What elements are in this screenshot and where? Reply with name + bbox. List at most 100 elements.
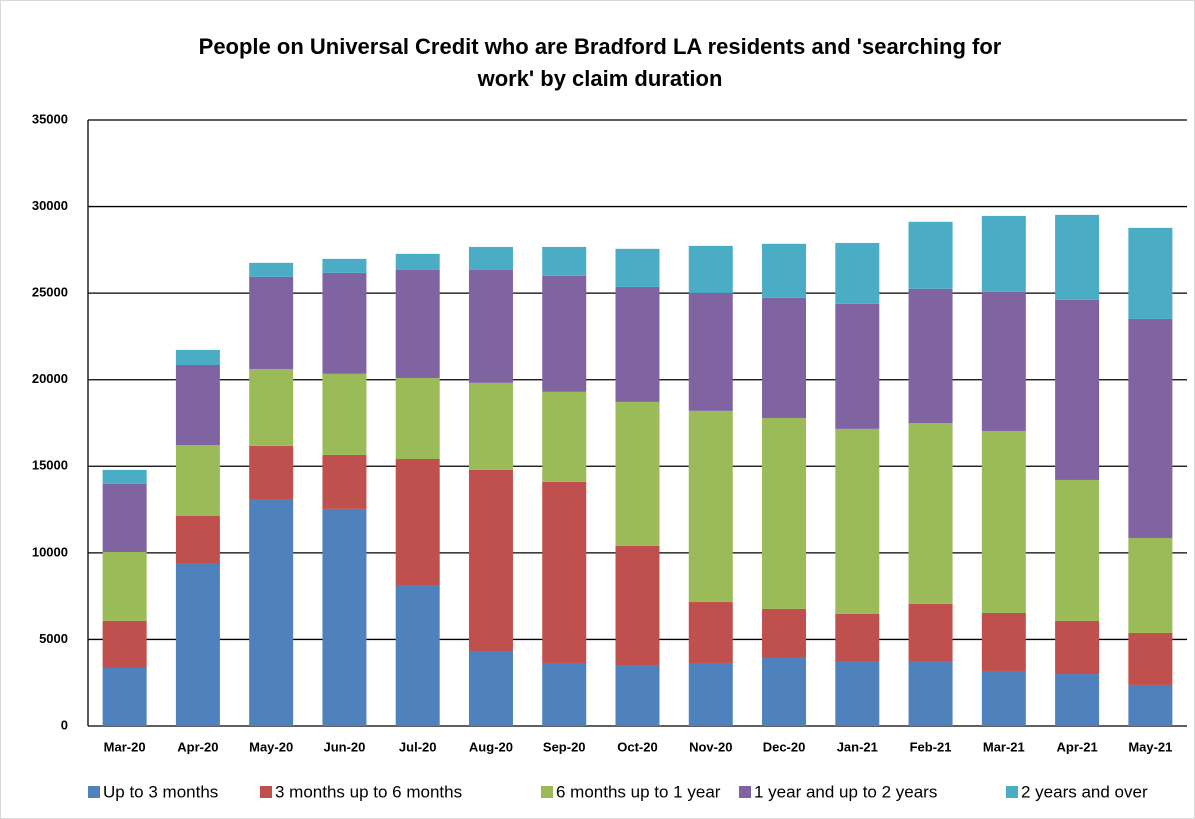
bar-segment <box>908 288 953 423</box>
x-tick-label: Nov-20 <box>689 739 732 754</box>
bar-segment <box>908 423 953 604</box>
bar-segment <box>835 242 880 304</box>
legend-swatch <box>88 786 100 798</box>
x-tick-label: Jun-20 <box>323 739 365 754</box>
bar-segment <box>175 349 220 365</box>
bar-segment <box>835 428 880 614</box>
bar-segment <box>835 613 880 662</box>
bar-segment <box>395 459 440 586</box>
bar-segment <box>542 391 587 482</box>
x-tick-label: Jul-20 <box>399 739 437 754</box>
bar-segment <box>1128 537 1173 634</box>
x-tick-label: Jan-21 <box>837 739 878 754</box>
x-tick-label: Oct-20 <box>617 739 657 754</box>
bar-segment <box>1055 214 1100 300</box>
bar-segment <box>249 262 294 277</box>
bar-segment <box>249 276 294 369</box>
bar-segment <box>1128 227 1173 319</box>
bar-segment <box>468 269 513 383</box>
x-tick-label: Apr-20 <box>177 739 218 754</box>
legend-label: 2 years and over <box>1021 782 1148 801</box>
bar-segment <box>762 608 807 658</box>
bar-segment <box>322 508 367 726</box>
bar-segment <box>615 401 660 546</box>
bar-segment <box>615 286 660 402</box>
bar-segment <box>468 246 513 270</box>
bar-segment <box>908 661 953 726</box>
y-tick-label: 25000 <box>32 285 68 300</box>
bar-segment <box>468 469 513 652</box>
bar-segment <box>762 243 807 298</box>
bar-segment <box>835 303 880 429</box>
bar-segment <box>981 670 1026 726</box>
bar-segment <box>981 612 1026 671</box>
bar-segment <box>322 373 367 455</box>
bar-segment <box>762 297 807 418</box>
bar-segment <box>395 253 440 270</box>
bar-segment <box>542 246 587 276</box>
bar-segment <box>1128 318 1173 538</box>
legend-swatch <box>260 786 272 798</box>
bar-segment <box>175 444 220 516</box>
bar-segment <box>981 291 1026 431</box>
bar-segment <box>688 602 733 663</box>
bar-segment <box>688 410 733 603</box>
y-tick-label: 15000 <box>32 458 68 473</box>
x-tick-label: Mar-20 <box>104 739 146 754</box>
bar-segment <box>102 469 147 484</box>
bar-segment <box>1055 620 1100 675</box>
x-tick-label: Aug-20 <box>469 739 513 754</box>
bar-segment <box>175 364 220 445</box>
bar-segment <box>1055 674 1100 726</box>
bar-segment <box>908 603 953 662</box>
x-tick-label: Apr-21 <box>1057 739 1098 754</box>
bar-segment <box>835 661 880 726</box>
bar-segment <box>1055 299 1100 480</box>
bar-segment <box>395 269 440 378</box>
bar-segment <box>395 585 440 726</box>
bar-segment <box>102 483 147 552</box>
legend-label: 1 year and up to 2 years <box>754 782 937 801</box>
y-tick-label: 30000 <box>32 198 68 213</box>
bar-segment <box>908 221 953 289</box>
bar-segment <box>102 551 147 621</box>
y-tick-label: 35000 <box>32 111 68 126</box>
bar-segment <box>615 665 660 726</box>
x-tick-label: May-20 <box>249 739 293 754</box>
bar-segment <box>175 515 220 564</box>
bar-segment <box>249 368 294 446</box>
x-tick-label: May-21 <box>1128 739 1172 754</box>
x-tick-label: Sep-20 <box>543 739 586 754</box>
bar-segment <box>102 620 147 668</box>
bar-segment <box>249 445 294 500</box>
bar-segment <box>1055 479 1100 621</box>
bar-segment <box>322 454 367 509</box>
bar-segment <box>762 417 807 609</box>
bar-segment <box>542 481 587 663</box>
bar-segment <box>102 667 147 726</box>
legend-label: 3 months up to 6 months <box>275 782 462 801</box>
bar-segment <box>615 248 660 287</box>
bar-segment <box>615 545 660 666</box>
y-tick-label: 10000 <box>32 544 68 559</box>
bar-segment <box>981 430 1026 613</box>
bar-segment <box>1128 684 1173 726</box>
x-tick-label: Mar-21 <box>983 739 1025 754</box>
bar-segment <box>1128 633 1173 685</box>
bar-segment <box>542 275 587 392</box>
chart-title: People on Universal Credit who are Bradf… <box>199 34 1002 59</box>
bar-segment <box>468 382 513 470</box>
chart-title: work' by claim duration <box>477 66 723 91</box>
y-tick-label: 0 <box>61 717 68 732</box>
y-tick-label: 5000 <box>39 631 68 646</box>
bar-segment <box>981 215 1026 292</box>
legend-label: Up to 3 months <box>103 782 218 801</box>
bar-segment <box>688 292 733 411</box>
legend-label: 6 months up to 1 year <box>556 782 721 801</box>
bar-segment <box>322 258 367 273</box>
y-tick-label: 20000 <box>32 371 68 386</box>
bar-segment <box>395 377 440 460</box>
legend-swatch <box>1006 786 1018 798</box>
